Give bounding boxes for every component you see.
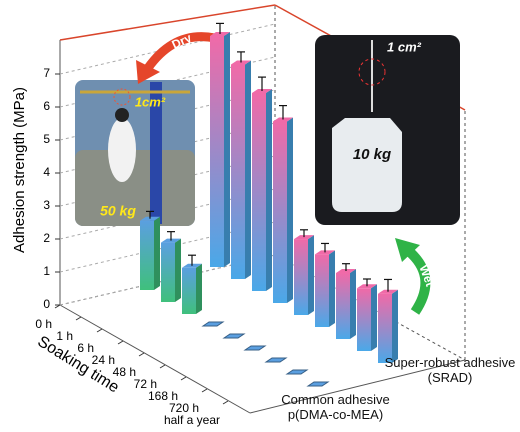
- bar: [140, 220, 154, 290]
- y-tick-label: 4: [43, 165, 50, 179]
- photo-left: 1cm² 50 kg: [75, 80, 195, 226]
- y-tick-label: 6: [43, 99, 50, 113]
- bar: [285, 369, 309, 375]
- bar-side: [392, 289, 398, 363]
- bar: [231, 64, 245, 279]
- y-tick-label: 7: [43, 66, 50, 80]
- bar-side: [308, 235, 314, 315]
- y-tick-label: 0: [43, 297, 50, 311]
- x-tick-label: 168 h: [148, 389, 178, 403]
- x-axis: [59, 304, 251, 414]
- photo-ground: [75, 150, 195, 226]
- series-label: Common adhesive p(DMA-co-MEA): [281, 392, 390, 422]
- bar-side: [266, 89, 272, 291]
- bar: [294, 239, 308, 315]
- dry-arrow: [144, 32, 216, 71]
- photo-right: 1 cm² 10 kg: [315, 35, 460, 225]
- x-tick: [180, 376, 187, 381]
- bar: [306, 381, 330, 387]
- bar-side: [329, 250, 335, 327]
- bar-side: [224, 32, 230, 267]
- x-tick-label: 72 h: [134, 377, 157, 391]
- x-tick: [222, 400, 229, 405]
- bar-side: [287, 117, 293, 303]
- x-tick-label: 720 h: [169, 401, 199, 415]
- x-tick: [117, 340, 124, 345]
- bar: [315, 254, 329, 327]
- bar: [201, 321, 225, 327]
- bar: [273, 121, 287, 303]
- bar-side: [245, 60, 251, 279]
- bar: [222, 333, 246, 339]
- person-head: [115, 108, 129, 122]
- bar-side: [350, 269, 356, 339]
- x-tick: [138, 352, 145, 357]
- annotation: Wet: [416, 263, 437, 288]
- x-tick: [201, 388, 208, 393]
- bar: [243, 345, 267, 351]
- x-tick-label: half a year: [164, 413, 220, 427]
- jug: [332, 118, 402, 212]
- pole: [150, 82, 162, 224]
- bar-side: [154, 216, 160, 290]
- annotation: 10 kg: [353, 146, 391, 163]
- series-label: Super-robust adhesive (SRAD): [384, 355, 516, 385]
- bar: [336, 273, 350, 339]
- bar-side: [371, 284, 377, 351]
- x-tick-label: 48 h: [113, 365, 136, 379]
- person: [108, 118, 136, 182]
- floor-edge: [249, 359, 466, 414]
- bar-side: [175, 238, 181, 302]
- y-tick-label: 2: [43, 231, 50, 245]
- x-tick-label: 24 h: [92, 353, 115, 367]
- bar: [210, 36, 224, 267]
- bar: [264, 357, 288, 363]
- x-tick: [96, 328, 103, 333]
- x-tick-label: 6 h: [77, 341, 94, 355]
- dry-arrowhead: [136, 60, 160, 84]
- x-tick: [54, 304, 61, 309]
- annotation: 1cm²: [135, 94, 166, 109]
- marker: [113, 88, 131, 106]
- bar: [182, 267, 196, 314]
- x-tick-label: 1 h: [56, 329, 73, 343]
- bar: [252, 93, 266, 291]
- y-tick-label: 1: [43, 264, 50, 278]
- bar: [357, 288, 371, 351]
- y-axis-title: Adhesion strength (MPa): [11, 87, 28, 253]
- bar: [378, 293, 392, 363]
- annotation: 50 kg: [100, 203, 136, 219]
- x-tick-label: 0 h: [35, 317, 52, 331]
- y-tick-label: 3: [43, 198, 50, 212]
- top-edge: [59, 4, 276, 41]
- bar-side: [196, 263, 202, 314]
- marker: [358, 58, 386, 86]
- y-tick-label: 5: [43, 132, 50, 146]
- wet-arrowhead: [395, 238, 420, 262]
- x-tick: [159, 364, 166, 369]
- annotation: 1 cm²: [387, 39, 422, 54]
- bar: [161, 242, 175, 302]
- x-tick: [75, 316, 82, 321]
